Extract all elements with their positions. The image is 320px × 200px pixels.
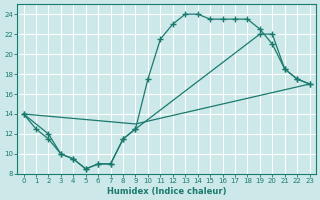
X-axis label: Humidex (Indice chaleur): Humidex (Indice chaleur) bbox=[107, 187, 226, 196]
